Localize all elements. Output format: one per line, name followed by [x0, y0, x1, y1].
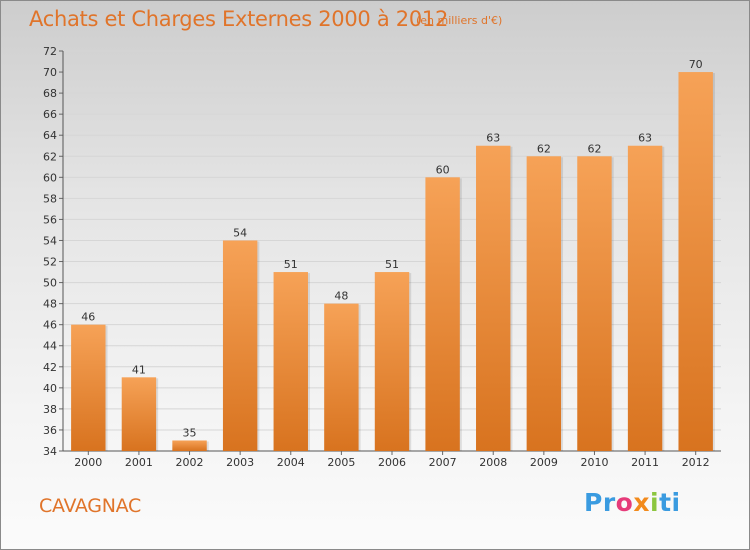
chart-unit: (en milliers d'€) [416, 14, 503, 27]
x-tick-label: 2001 [125, 456, 153, 469]
data-label: 41 [132, 363, 146, 376]
y-tick-label: 54 [43, 234, 57, 247]
x-tick-label: 2004 [277, 456, 305, 469]
data-label: 70 [689, 58, 703, 71]
y-tick-label: 34 [43, 445, 57, 458]
data-label: 35 [183, 426, 197, 439]
y-tick-label: 50 [43, 277, 57, 290]
bar [577, 156, 612, 451]
bar [172, 440, 207, 451]
y-tick-label: 66 [43, 108, 57, 121]
bar [121, 377, 157, 451]
bar [273, 272, 308, 451]
bar [425, 177, 460, 451]
data-label: 62 [537, 142, 551, 155]
x-tick-label: 2006 [378, 456, 406, 469]
y-tick-label: 36 [43, 424, 57, 437]
bar [222, 240, 258, 451]
data-label: 48 [334, 290, 348, 303]
y-tick-label: 38 [43, 403, 57, 416]
logo-part: o [615, 488, 634, 517]
chart-title: Achats et Charges Externes 2000 à 2012 [29, 7, 449, 31]
logo-part: Pr [584, 488, 616, 517]
y-tick-label: 60 [43, 171, 57, 184]
proxiti-logo: Proxiti [584, 488, 681, 517]
y-tick-label: 52 [43, 256, 57, 269]
y-tick-label: 72 [43, 45, 57, 58]
logo-part: x [633, 488, 650, 517]
y-tick-label: 68 [43, 87, 57, 100]
x-tick-label: 2011 [631, 456, 659, 469]
y-tick-label: 48 [43, 298, 57, 311]
y-tick-label: 62 [43, 150, 57, 163]
bar [526, 156, 562, 451]
logo-part: i [649, 488, 660, 517]
x-tick-label: 2012 [682, 456, 710, 469]
x-tick-label: 2010 [580, 456, 608, 469]
bar [678, 72, 713, 451]
y-tick-label: 56 [43, 213, 57, 226]
x-tick-label: 2007 [429, 456, 457, 469]
y-tick-label: 40 [43, 382, 57, 395]
x-tick-label: 2009 [530, 456, 558, 469]
bar [324, 303, 359, 451]
labels: 2000 46 2001 41 2002 35 2003 54 2004 51 2005 48 2006… [74, 58, 709, 469]
y-tick-label: 44 [43, 340, 57, 353]
bar [374, 272, 410, 451]
data-label: 51 [385, 258, 399, 271]
data-label: 54 [233, 226, 247, 239]
bar [71, 324, 106, 451]
x-tick-label: 2005 [327, 456, 355, 469]
bar [476, 145, 511, 451]
y-tick-label: 58 [43, 192, 57, 205]
logo-part: ti [659, 488, 681, 517]
bar [627, 145, 663, 451]
data-label: 63 [486, 132, 500, 145]
x-tick-label: 2003 [226, 456, 254, 469]
data-label: 46 [81, 311, 95, 324]
data-label: 51 [284, 258, 298, 271]
x-tick-label: 2000 [74, 456, 102, 469]
y-tick-label: 64 [43, 129, 57, 142]
x-tick-label: 2002 [176, 456, 204, 469]
data-label: 62 [587, 142, 601, 155]
bars [71, 72, 715, 451]
x-tick-label: 2008 [479, 456, 507, 469]
commune-name: CAVAGNAC [39, 495, 141, 517]
y-tick-label: 42 [43, 361, 57, 374]
data-label: 63 [638, 132, 652, 145]
data-label: 60 [436, 163, 450, 176]
y-tick-label: 46 [43, 319, 57, 332]
y-tick-label: 70 [43, 66, 57, 79]
